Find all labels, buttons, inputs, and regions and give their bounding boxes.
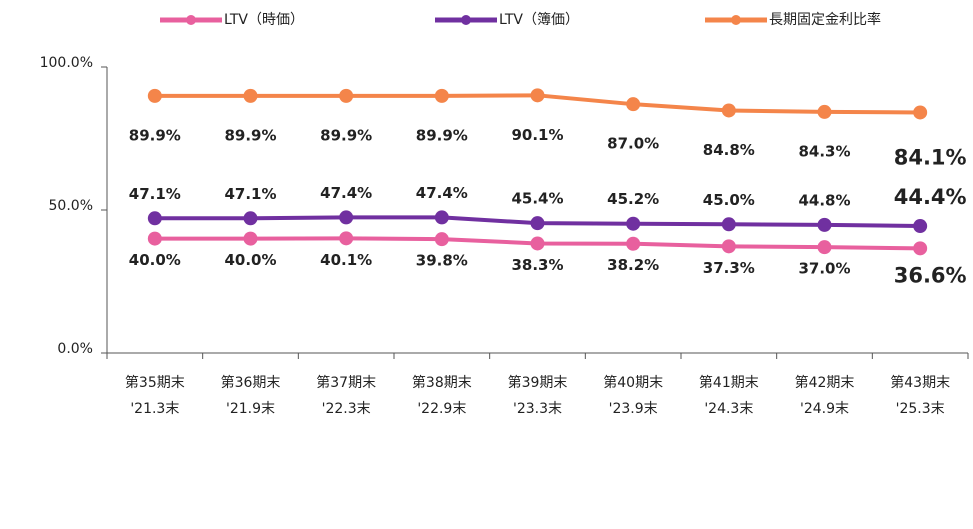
data-label: 45.2%: [607, 190, 659, 208]
x-tick-label: '25.3末: [896, 401, 945, 417]
data-label: 89.9%: [416, 126, 468, 144]
x-tick-label: 第37期末: [316, 374, 376, 391]
data-label: 40.1%: [320, 251, 372, 269]
data-label: 40.0%: [129, 251, 181, 269]
x-tick-label: '23.9末: [609, 401, 658, 417]
data-label: 47.4%: [320, 184, 372, 202]
data-point: [626, 236, 641, 251]
data-point: [530, 236, 545, 251]
x-tick-label: 第42期末: [795, 374, 855, 391]
data-label: 44.4%: [894, 185, 967, 209]
data-label: 37.3%: [703, 259, 755, 277]
legend-label: LTV（簿価）: [499, 12, 579, 28]
data-point: [913, 241, 928, 256]
data-point: [913, 105, 928, 120]
data-point: [530, 88, 545, 103]
data-point: [721, 103, 736, 118]
data-label: 89.9%: [320, 126, 372, 144]
x-tick-label: 第43期末: [890, 374, 950, 391]
x-tick-label: '22.3末: [322, 401, 371, 417]
data-point: [626, 97, 641, 112]
data-point: [147, 231, 162, 246]
data-label: 87.0%: [607, 135, 659, 153]
x-tick-label: '24.3末: [704, 401, 753, 417]
data-point: [243, 211, 258, 226]
data-label: 47.1%: [129, 185, 181, 203]
data-point: [817, 217, 832, 232]
data-label: 84.3%: [798, 142, 850, 160]
data-point: [339, 88, 354, 103]
x-tick-label: '24.9末: [800, 401, 849, 417]
data-point: [243, 231, 258, 246]
legend-dot: [731, 15, 741, 25]
data-point: [434, 210, 449, 225]
x-tick-label: '21.3末: [130, 401, 179, 417]
data-point: [339, 210, 354, 225]
data-point: [243, 88, 258, 103]
data-point: [147, 211, 162, 226]
x-tick-label: 第36期末: [221, 374, 281, 391]
data-label: 90.1%: [511, 126, 563, 144]
data-point: [434, 88, 449, 103]
x-tick-label: 第38期末: [412, 374, 472, 391]
data-label: 84.8%: [703, 141, 755, 159]
y-tick-label: 50.0%: [49, 198, 93, 214]
data-label: 89.9%: [129, 126, 181, 144]
data-point: [147, 88, 162, 103]
data-point: [721, 217, 736, 232]
x-tick-label: 第35期末: [125, 374, 185, 391]
data-label: 39.8%: [416, 252, 468, 270]
y-tick-label: 0.0%: [57, 341, 93, 357]
data-label: 37.0%: [798, 260, 850, 278]
data-label: 36.6%: [894, 263, 967, 287]
data-label: 47.1%: [224, 185, 276, 203]
x-tick-label: 第40期末: [603, 374, 663, 391]
x-tick-label: '21.9末: [226, 401, 275, 417]
data-label: 44.8%: [798, 191, 850, 209]
data-label: 84.1%: [894, 145, 967, 169]
x-tick-label: '23.3末: [513, 401, 562, 417]
data-point: [339, 231, 354, 246]
data-point: [721, 239, 736, 254]
data-label: 89.9%: [224, 126, 276, 144]
data-point: [817, 104, 832, 119]
data-point: [913, 219, 928, 234]
data-point: [434, 232, 449, 247]
x-tick-label: 第39期末: [508, 374, 568, 391]
data-label: 45.0%: [703, 191, 755, 209]
data-label: 38.2%: [607, 256, 659, 274]
data-label: 38.3%: [511, 256, 563, 274]
data-point: [626, 216, 641, 231]
data-label: 45.4%: [511, 190, 563, 208]
data-label: 40.0%: [224, 251, 276, 269]
data-point: [817, 240, 832, 255]
legend-label: LTV（時価）: [224, 12, 304, 28]
data-point: [530, 216, 545, 231]
legend-label: 長期固定金利比率: [769, 11, 881, 28]
y-tick-label: 100.0%: [40, 55, 93, 71]
x-tick-label: '22.9末: [417, 401, 466, 417]
data-label: 47.4%: [416, 184, 468, 202]
x-tick-label: 第41期末: [699, 374, 759, 391]
legend-dot: [186, 15, 196, 25]
legend-dot: [461, 15, 471, 25]
